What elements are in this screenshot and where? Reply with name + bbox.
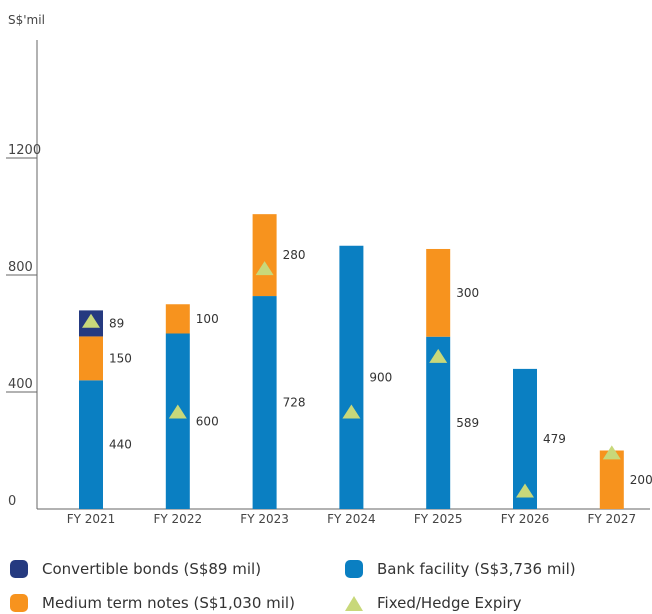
- y-axis-unit-label: S$'mil: [8, 13, 45, 27]
- data-label: 900: [369, 370, 392, 384]
- x-tick-label: FY 2022: [154, 512, 203, 526]
- data-label: 479: [543, 432, 566, 446]
- legend-item-medium-term-notes: Medium term notes (S$1,030 mil): [10, 594, 295, 612]
- data-label: 728: [283, 396, 306, 410]
- bar-segment-bank-fy-2023: [252, 296, 277, 509]
- chart-legend: Convertible bonds (S$89 mil) Bank facili…: [10, 560, 650, 614]
- bar-segment-bank-fy-2022: [165, 333, 190, 509]
- hedge-expiry-marker: [255, 261, 274, 276]
- bar-segment-mtn-fy-2027: [599, 450, 624, 509]
- legend-swatch-medium-term-notes: [10, 594, 28, 612]
- hedge-expiry-marker: [82, 313, 100, 328]
- data-label: 200: [630, 473, 652, 487]
- hedge-expiry-marker: [429, 348, 448, 363]
- legend-triangle-icon: [345, 595, 363, 611]
- stacked-bar-chart: 0 400 800 1200 440 150 89 FY 2021 600 100 FY 2022 7…: [6, 40, 652, 526]
- x-tick-label: FY 2023: [240, 512, 289, 526]
- data-label: 280: [283, 248, 306, 262]
- y-tick-label: 800: [8, 260, 33, 275]
- legend-label-medium-term-notes: Medium term notes (S$1,030 mil): [42, 594, 295, 612]
- x-tick-label: FY 2027: [588, 512, 637, 526]
- legend-item-bank-facility: Bank facility (S$3,736 mil): [345, 560, 576, 578]
- data-label: 100: [196, 312, 219, 326]
- y-tick-label: 400: [8, 377, 33, 392]
- x-tick-label: FY 2021: [67, 512, 116, 526]
- y-tick-label: 1200: [8, 143, 41, 158]
- legend-label-bank-facility: Bank facility (S$3,736 mil): [377, 560, 576, 578]
- legend-item-fixed-hedge-expiry: Fixed/Hedge Expiry: [345, 594, 522, 612]
- bar-segment-bank-fy-2025: [426, 336, 451, 509]
- legend-label-fixed-hedge-expiry: Fixed/Hedge Expiry: [377, 594, 522, 612]
- bar-segment-mtn-fy-2023: [252, 214, 277, 297]
- bar-segment-mtn-fy-2025: [426, 248, 451, 337]
- bar-segment-mtn-fy-2022: [165, 304, 190, 334]
- x-tick-label: FY 2026: [501, 512, 550, 526]
- hedge-expiry-marker: [168, 404, 187, 419]
- data-label: 589: [456, 416, 479, 430]
- legend-swatch-convertible-bonds: [10, 560, 28, 578]
- bar-segment-bank-fy-2021: [79, 380, 103, 509]
- data-label: 150: [109, 351, 132, 365]
- data-label: 300: [456, 286, 479, 300]
- bar-segment-mtn-fy-2021: [79, 336, 103, 381]
- bar-segment-bank-fy-2024: [339, 245, 364, 509]
- x-tick-label: FY 2025: [414, 512, 463, 526]
- data-label: 89: [109, 316, 124, 330]
- hedge-expiry-marker: [516, 483, 534, 498]
- legend-label-convertible-bonds: Convertible bonds (S$89 mil): [42, 560, 262, 578]
- data-label: 440: [109, 438, 132, 452]
- hedge-expiry-marker: [602, 445, 621, 460]
- data-label: 600: [196, 414, 219, 428]
- x-tick-label: FY 2024: [327, 512, 376, 526]
- y-tick-label: 0: [8, 494, 16, 509]
- legend-swatch-bank-facility: [345, 560, 363, 578]
- legend-item-convertible-bonds: Convertible bonds (S$89 mil): [10, 560, 261, 578]
- hedge-expiry-marker: [342, 404, 361, 419]
